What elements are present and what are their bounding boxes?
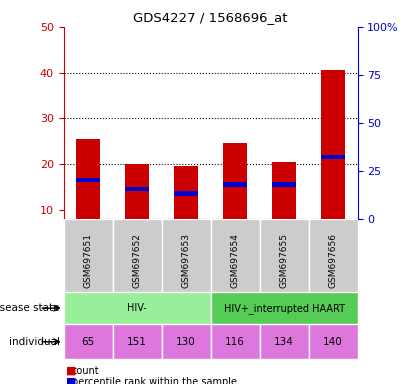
Text: GSM697656: GSM697656: [328, 233, 337, 288]
Bar: [223, 144, 247, 219]
Bar: [210, 324, 260, 359]
Bar: [125, 164, 150, 219]
Bar: [113, 324, 162, 359]
Bar: [210, 292, 358, 324]
Text: GSM697653: GSM697653: [182, 233, 191, 288]
Text: GSM697652: GSM697652: [133, 233, 142, 288]
Bar: [260, 219, 309, 292]
Title: GDS4227 / 1568696_at: GDS4227 / 1568696_at: [134, 11, 288, 24]
Bar: [113, 219, 162, 292]
Text: 65: 65: [81, 337, 95, 347]
Bar: [64, 219, 113, 292]
Bar: [174, 192, 199, 196]
Bar: [321, 70, 345, 219]
Bar: [162, 324, 211, 359]
Bar: [125, 187, 150, 192]
Text: disease state: disease state: [0, 303, 60, 313]
Bar: [211, 219, 260, 292]
Text: 134: 134: [274, 337, 294, 347]
Bar: [64, 292, 210, 324]
Text: 116: 116: [225, 337, 245, 347]
Text: 130: 130: [176, 337, 196, 347]
Bar: [162, 219, 211, 292]
Text: ■: ■: [66, 377, 76, 384]
Text: individual: individual: [9, 337, 60, 347]
Bar: [76, 139, 100, 219]
Text: GSM697655: GSM697655: [279, 233, 289, 288]
Text: HIV+_interrupted HAART: HIV+_interrupted HAART: [224, 303, 344, 314]
Bar: [223, 182, 247, 187]
Bar: [174, 166, 199, 219]
Bar: [260, 324, 309, 359]
Bar: [309, 219, 358, 292]
Text: 151: 151: [127, 337, 147, 347]
Bar: [76, 178, 100, 182]
Bar: [272, 182, 296, 187]
Bar: [64, 324, 113, 359]
Bar: [309, 324, 358, 359]
Text: GSM697654: GSM697654: [231, 233, 240, 288]
Text: percentile rank within the sample: percentile rank within the sample: [72, 377, 237, 384]
Text: GSM697651: GSM697651: [84, 233, 93, 288]
Bar: [321, 155, 345, 159]
Bar: [272, 162, 296, 219]
Text: 140: 140: [323, 337, 343, 347]
Text: HIV-: HIV-: [127, 303, 147, 313]
Text: count: count: [72, 366, 99, 376]
Text: ■: ■: [66, 366, 76, 376]
